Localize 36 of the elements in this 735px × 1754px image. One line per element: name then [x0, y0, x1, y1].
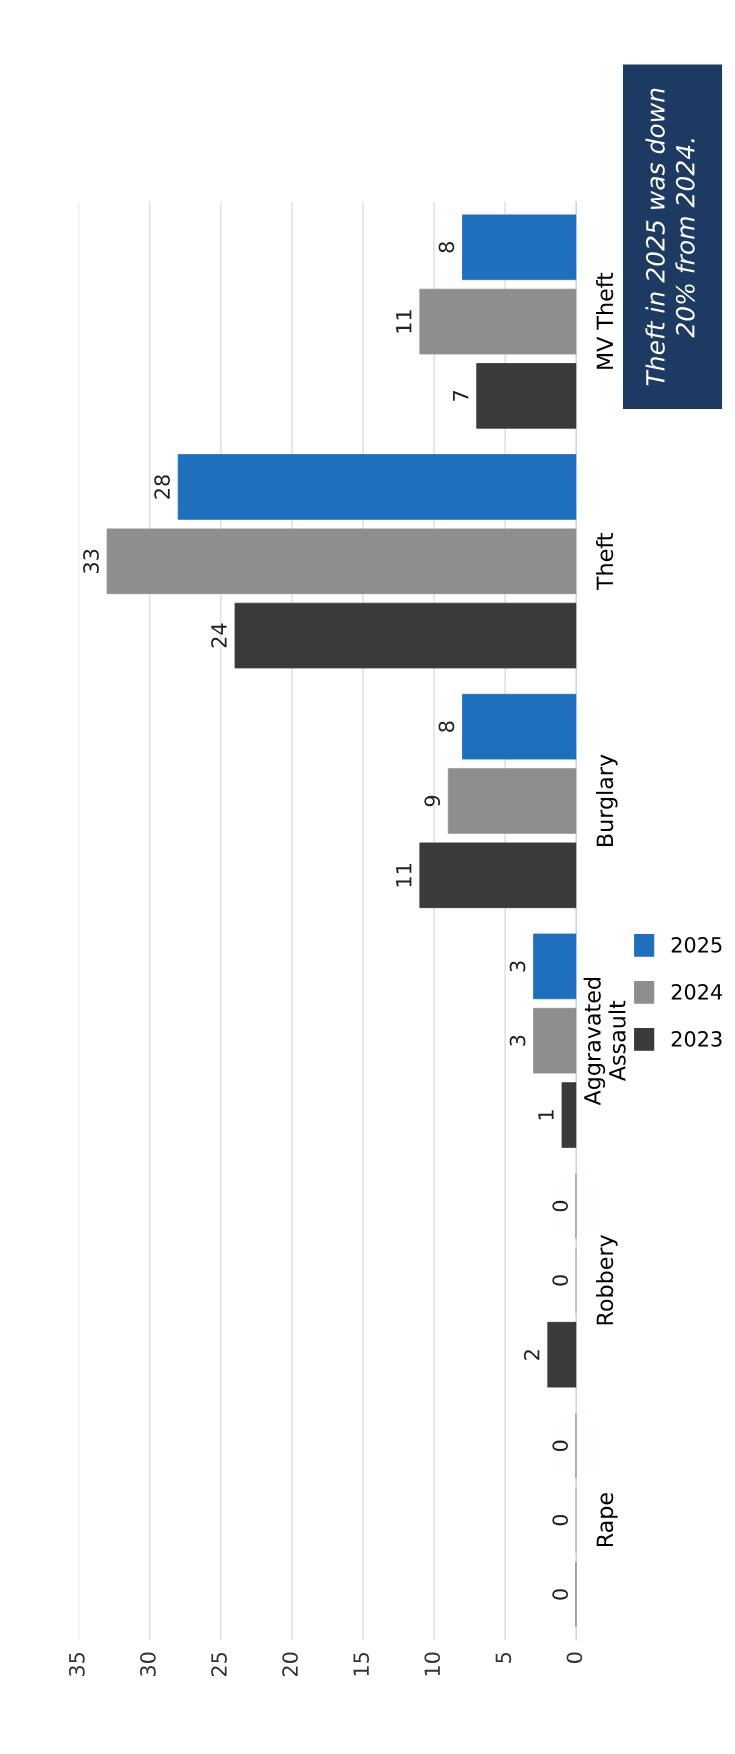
data-label: 0: [552, 1514, 569, 1526]
data-label: 2: [523, 1350, 540, 1360]
data-label: 3: [509, 961, 526, 972]
data-label: 0: [552, 1200, 569, 1212]
y-tick-label: Aggravated Assault: [583, 978, 626, 1106]
y-tick-label: Theft: [596, 533, 614, 591]
x-tick-label: 0: [566, 1652, 583, 1663]
y-tick-label: Robbery: [596, 1234, 618, 1325]
data-label: 0: [552, 1275, 569, 1286]
data-label: 28: [154, 475, 170, 499]
data-label: 24: [211, 623, 227, 648]
data-label: 8: [438, 721, 455, 732]
data-label: 9: [424, 795, 441, 807]
x-tick-label: 10: [424, 1652, 441, 1676]
data-label: 3: [509, 1035, 526, 1046]
x-tick-label: 15: [353, 1652, 370, 1676]
data-label: 33: [83, 549, 99, 573]
legend-label: 2024: [671, 983, 723, 1000]
x-tick-label: 35: [68, 1652, 85, 1677]
data-label: 1: [538, 1110, 554, 1120]
x-tick-label: 5: [495, 1652, 512, 1663]
x-tick-label: 25: [211, 1652, 227, 1677]
text: Theft in 2025 was down 20% from 2024.: [645, 88, 695, 386]
data-label: 11: [396, 310, 412, 333]
legend-label: 2023: [671, 1031, 722, 1047]
data-label: 0: [552, 1440, 569, 1452]
x-tick-label: 30: [140, 1652, 156, 1677]
y-tick-label: Rape: [596, 1493, 618, 1547]
x-tick-label: 20: [282, 1652, 298, 1677]
data-label: 0: [552, 1589, 569, 1600]
data-label: 8: [438, 242, 455, 253]
data-label: 11: [396, 863, 412, 887]
legend-label: 2025: [671, 936, 722, 953]
y-tick-label: Burglary: [596, 754, 618, 846]
data-label: 7: [453, 391, 469, 401]
y-tick-label: MV Theft: [596, 272, 614, 369]
